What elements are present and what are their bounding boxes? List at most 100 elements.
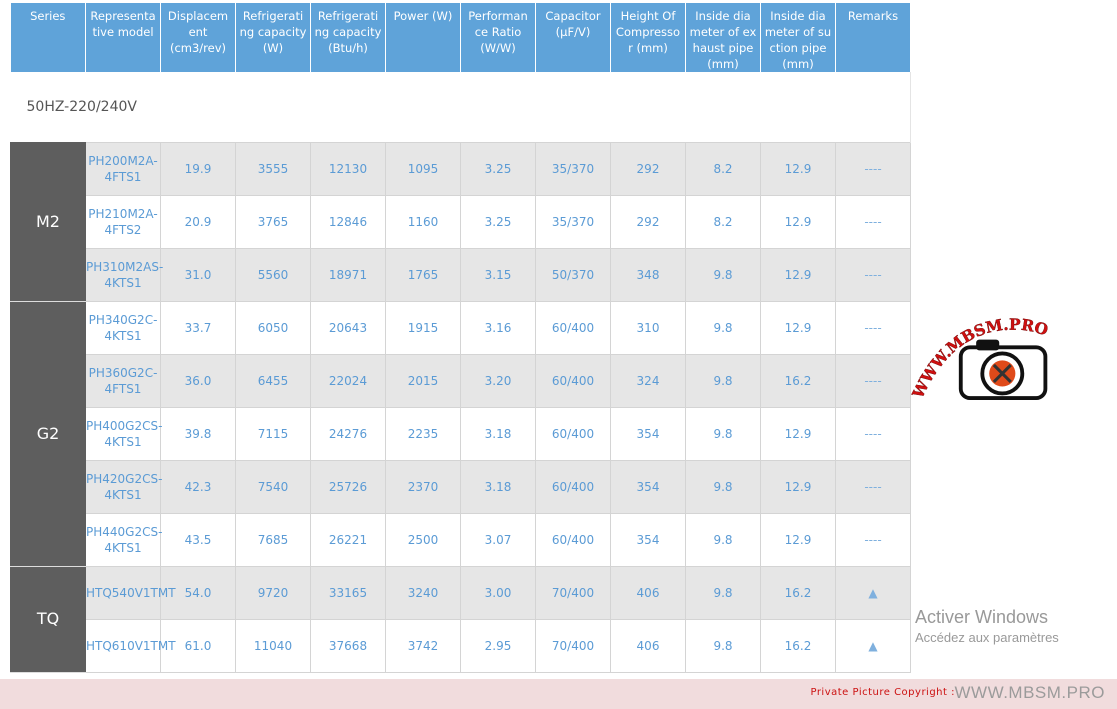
frequency-voltage-label: 50HZ-220/240V — [10, 72, 911, 142]
table-cell: 2500 — [385, 512, 461, 567]
column-header: Performan ce Ratio (W/W) — [460, 3, 536, 72]
table-cell: 9.8 — [685, 247, 761, 302]
table-cell: 7540 — [235, 459, 311, 514]
table-cell: ---- — [835, 406, 911, 461]
model-cell: PH440G2CS-4KTS1 — [85, 512, 162, 567]
series-cell: M2 — [10, 141, 86, 302]
table-cell: 35/370 — [535, 194, 611, 249]
table-cell: 3.25 — [460, 194, 536, 249]
table-cell: 324 — [610, 353, 686, 408]
table-cell: 12.9 — [760, 406, 836, 461]
table-row: PH420G2CS-4KTS1 42.3 7540 25726 2370 3.18 60/4… — [11, 459, 911, 514]
table-cell: 70/400 — [535, 565, 611, 620]
table-cell: ---- — [835, 353, 911, 408]
column-header: Series — [10, 3, 86, 72]
table-cell: 36.0 — [160, 353, 236, 408]
table-cell: 50/370 — [535, 247, 611, 302]
table-cell: 11040 — [235, 618, 311, 673]
table-cell: 12.9 — [760, 300, 836, 355]
table-cell: 60/400 — [535, 459, 611, 514]
table-cell: 3.20 — [460, 353, 536, 408]
table-row: PH210M2A-4FTS2 20.9 3765 12846 1160 3.25 35/37… — [11, 194, 911, 249]
column-header: Displacem ent (cm3/rev) — [160, 3, 236, 72]
table-cell: 3742 — [385, 618, 461, 673]
table-cell: 354 — [610, 459, 686, 514]
column-header: Power (W) — [385, 3, 461, 72]
table-cell: 60/400 — [535, 353, 611, 408]
table-row: PH400G2CS-4KTS1 39.8 7115 24276 2235 3.18 60/4… — [11, 406, 911, 461]
table-cell: 7685 — [235, 512, 311, 567]
copyright-site: WWW.MBSM.PRO — [954, 683, 1105, 702]
table-cell: 9.8 — [685, 512, 761, 567]
table-cell: 292 — [610, 194, 686, 249]
column-header: Refrigerati ng capacity (Btu/h) — [310, 3, 386, 72]
table-cell: 3240 — [385, 565, 461, 620]
table-cell: 12.9 — [760, 247, 836, 302]
table-cell: 3.18 — [460, 406, 536, 461]
model-cell: PH340G2C-4KTS1 — [85, 300, 161, 355]
table-cell: 12.9 — [760, 141, 836, 196]
table-cell: 3.00 — [460, 565, 536, 620]
table-cell: 1160 — [385, 194, 461, 249]
table-cell: 12.9 — [760, 459, 836, 514]
model-cell: HTQ610V1TMT — [85, 618, 176, 673]
series-cell: TQ — [10, 565, 86, 673]
table-cell: 354 — [610, 406, 686, 461]
model-cell: HTQ540V1TMT — [85, 565, 176, 620]
column-header: Height Of Compresso r (mm) — [610, 3, 686, 72]
table-cell: 31.0 — [160, 247, 236, 302]
table-cell: 2015 — [385, 353, 461, 408]
table-cell: 16.2 — [760, 618, 836, 673]
table-cell: 3.25 — [460, 141, 536, 196]
table-cell: 37668 — [310, 618, 386, 673]
table-cell: 9.8 — [685, 300, 761, 355]
camera-wrench-icon — [958, 339, 1048, 400]
table-cell: ▲ — [835, 565, 911, 620]
table-row: M2 PH200M2A-4FTS1 19.9 3555 12130 1095 3.25 35/… — [10, 141, 911, 302]
table-cell: 406 — [610, 565, 686, 620]
table-cell: 60/400 — [535, 512, 611, 567]
column-header: Representa tive model — [85, 3, 161, 72]
series-cell: G2 — [10, 300, 86, 567]
table-cell: 26221 — [310, 512, 386, 567]
table-cell: 8.2 — [685, 141, 761, 196]
table-cell: 2235 — [385, 406, 461, 461]
table-cell: 35/370 — [535, 141, 611, 196]
table-cell: 16.2 — [760, 565, 836, 620]
table-cell: 60/400 — [535, 406, 611, 461]
table-cell: 9.8 — [685, 618, 761, 673]
table-cell: 1915 — [385, 300, 461, 355]
table-cell: 60/400 — [535, 300, 611, 355]
table-cell: 9.8 — [685, 459, 761, 514]
model-cell: PH210M2A-4FTS2 — [85, 194, 161, 249]
table-cell: 12846 — [310, 194, 386, 249]
table-cell: 54.0 — [160, 565, 236, 620]
table-cell: 3765 — [235, 194, 311, 249]
table-cell: 9720 — [235, 565, 311, 620]
table-cell: 39.8 — [160, 406, 236, 461]
table-cell: 8.2 — [685, 194, 761, 249]
table-cell: 20.9 — [160, 194, 236, 249]
table-cell: 2370 — [385, 459, 461, 514]
table-cell: 70/400 — [535, 618, 611, 673]
activate-line1: Activer Windows — [915, 607, 1049, 627]
table-cell: 22024 — [310, 353, 386, 408]
column-header: Refrigerati ng capacity (W) — [235, 3, 311, 72]
table-cell: 6050 — [235, 300, 311, 355]
copyright-footer: Private Picture Copyright : WWW.MBSM.PRO — [0, 679, 1117, 709]
column-header: Inside dia meter of su ction pipe (mm) — [760, 3, 836, 72]
subheading-row: 50HZ-220/240V — [10, 72, 911, 142]
model-cell: PH420G2CS-4KTS1 — [85, 459, 162, 514]
table-row: PH310M2AS-4KTS1 31.0 5560 18971 1765 3.15 50/3… — [11, 247, 911, 302]
mbsm-watermark-logo: WWW.MBSM.PRO — [910, 315, 1050, 402]
table-cell: 3.16 — [460, 300, 536, 355]
column-header: Remarks — [835, 3, 911, 72]
table-cell: 7115 — [235, 406, 311, 461]
table-row: TQ HTQ540V1TMT 54.0 9720 33165 3240 3.00 70/400… — [10, 565, 911, 673]
table-cell: 24276 — [310, 406, 386, 461]
table-row: PH440G2CS-4KTS1 43.5 7685 26221 2500 3.07 60/4… — [11, 512, 911, 567]
table-cell: 43.5 — [160, 512, 236, 567]
table-cell: 16.2 — [760, 353, 836, 408]
table-cell: ---- — [835, 141, 911, 196]
table-cell: ---- — [835, 512, 911, 567]
